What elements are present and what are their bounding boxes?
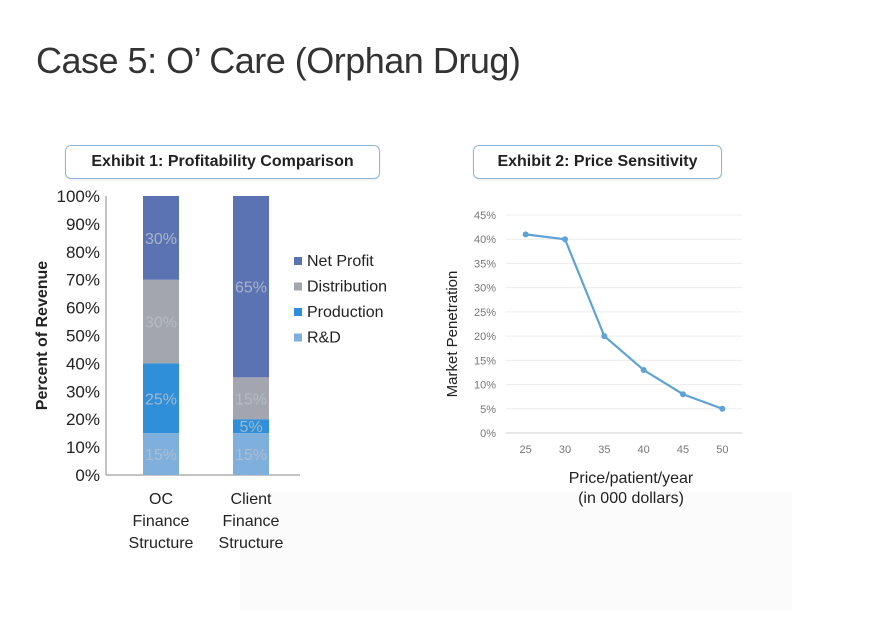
legend-label: R&D (307, 330, 341, 347)
bar-value-label: 5% (239, 419, 262, 436)
exhibit-2-label: Exhibit 2: Price Sensitivity (473, 145, 722, 179)
data-point (601, 333, 608, 340)
y-axis-title: Market Penetration (444, 271, 461, 398)
y-tick-label: 25% (474, 307, 496, 319)
bar-value-label: 25% (145, 391, 177, 408)
y-tick-label: 40% (66, 354, 100, 373)
legend-label: Production (307, 304, 384, 321)
y-tick-label: 50% (66, 327, 100, 346)
x-category-label: OC (149, 491, 173, 508)
x-axis-title: Price/patient/year (569, 470, 694, 487)
bar-value-label: 15% (235, 391, 267, 408)
x-tick-label: 50 (716, 444, 728, 456)
profitability-chart: 0% 10% 20% 30% 40% 50% 60% 70% 80% 90% 100% Percent… (34, 187, 387, 552)
legend-label: Distribution (307, 279, 387, 296)
x-tick-label: 30 (559, 444, 571, 456)
bar-segment (143, 363, 179, 434)
legend-swatch (294, 333, 302, 342)
x-category-label: Structure (219, 535, 284, 552)
y-tick-label: 5% (480, 404, 496, 416)
y-tick-label: 80% (66, 243, 100, 262)
x-tick-label: 35 (598, 444, 610, 456)
legend-label: Net Profit (307, 253, 374, 270)
data-point (562, 236, 568, 243)
bar-value-label: 15% (235, 447, 267, 464)
y-tick-label: 30% (474, 283, 496, 295)
price-sensitivity-chart: 0% 5% 10% 15% 20% 25% 30% 35% 40% 45% 25 30 35 40 45 50… (444, 210, 742, 507)
y-tick-label: 15% (474, 355, 496, 367)
x-category-label: Finance (133, 513, 190, 530)
y-tick-label: 10% (66, 438, 100, 457)
data-point (522, 231, 529, 238)
y-tick-label: 20% (66, 410, 100, 429)
x-tick-label: 25 (520, 444, 532, 456)
background-panel (240, 492, 792, 610)
y-tick-label: 70% (66, 271, 100, 290)
x-tick-label: 40 (638, 444, 650, 456)
y-tick-label: 10% (474, 380, 496, 392)
y-tick-label: 40% (474, 234, 496, 246)
y-tick-label: 100% (57, 187, 100, 206)
series-line (525, 233, 723, 410)
bar-segment (233, 377, 269, 420)
y-tick-label: 60% (66, 299, 100, 318)
legend-swatch (294, 308, 302, 316)
bar-value-label: 15% (145, 447, 177, 464)
y-tick-label: 0% (75, 466, 100, 485)
bar-value-label: 65% (235, 280, 267, 297)
y-tick-label: 90% (66, 215, 100, 234)
x-category-label: Client (231, 491, 272, 508)
y-tick-label: 20% (474, 331, 496, 343)
bar-segment (143, 279, 179, 364)
x-axis-title: (in 000 dollars) (578, 490, 684, 507)
legend-swatch (294, 257, 302, 265)
bar-segment (143, 433, 179, 475)
bar-segment (233, 419, 269, 434)
bar-segment (233, 196, 269, 378)
data-point (680, 391, 686, 398)
x-tick-label: 45 (677, 444, 689, 456)
data-point (719, 405, 726, 412)
y-tick-label: 30% (66, 382, 100, 401)
y-tick-label: 45% (474, 210, 496, 222)
y-tick-label: 0% (480, 428, 496, 440)
bar-segment (233, 433, 269, 475)
bar-segment (143, 196, 179, 280)
bar-value-label: 30% (145, 231, 177, 248)
slide-title: Case 5: O’ Care (Orphan Drug) (36, 40, 521, 81)
bar-value-label: 30% (145, 315, 177, 332)
y-axis-title: Percent of Revenue (34, 261, 51, 410)
data-point (640, 367, 647, 374)
legend-swatch (294, 282, 302, 291)
x-category-label: Finance (223, 513, 280, 530)
y-tick-label: 35% (474, 258, 496, 270)
exhibit-1-label: Exhibit 1: Profitability Comparison (65, 145, 380, 179)
x-category-label: Structure (129, 535, 194, 552)
